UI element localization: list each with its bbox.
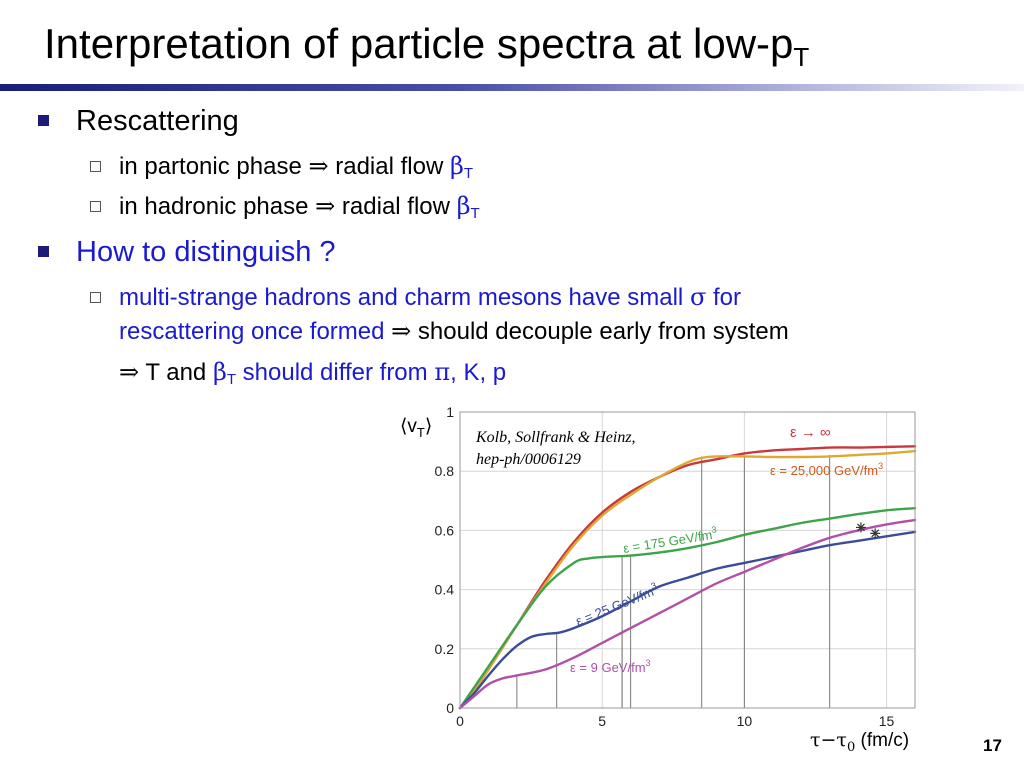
hollow-square-bullet-icon (90, 161, 101, 172)
subbullet-partonic: in partonic phase ⇒ radial flow βT (90, 150, 474, 183)
plot-ticks: 00.20.40.60.810 5 10 15 (435, 404, 895, 729)
subbullet-text: should decouple early from system (411, 318, 789, 345)
bullet-rescattering: Rescattering (38, 104, 239, 138)
bullet-text: How to distinguish ? (76, 236, 336, 268)
y-tick-label: 0 (446, 700, 454, 716)
beta-symbol: β (212, 358, 227, 386)
flow-velocity-plot: 0 0.2 0.4 0.6 0.8 1 0 5 10 15 ⟨vT⟩ τ−τ0 (fm/c) Ko… (386, 400, 922, 755)
bullet-how-to-distinguish: How to distinguish ? (38, 235, 336, 269)
x-axis-label: τ−τ0 (fm/c) (810, 729, 909, 752)
series-line (458, 507, 917, 710)
citation: Kolb, Sollfrank & Heinz, (475, 429, 636, 446)
beta-symbol: β (449, 152, 464, 180)
marker-stroke (857, 523, 865, 532)
label-e-25000: ε = 25,000 GeV/fm3 (770, 461, 883, 478)
subbullet-text: should differ from (236, 359, 435, 386)
implies-arrow: ⇒ (119, 358, 140, 386)
subbullet-text: in partonic phase (119, 153, 309, 180)
slide-title: Interpretation of particle spectra at lo… (44, 18, 809, 70)
y-axis-label: ⟨vT⟩ (400, 416, 432, 440)
sigma-symbol: σ (689, 283, 707, 311)
hollow-square-bullet-icon (90, 292, 101, 303)
plot-freezeout-lines (516, 454, 831, 708)
y-tick-label: 0.4 (435, 582, 455, 598)
slide-number: 17 (983, 736, 1002, 755)
label-e-9: ε = 9 GeV/fm3 (570, 658, 651, 675)
implies-arrow: ⇒ (308, 152, 329, 180)
square-bullet-icon (38, 115, 49, 126)
subbullet-text: for (706, 284, 742, 311)
implies-arrow: ⇒ (315, 192, 336, 220)
beta-symbol: β (456, 192, 471, 220)
subbullet-multistrange-line3: ⇒ T and βT should differ from π, K, p (119, 356, 506, 389)
citation-arxiv: hep-ph/0006129 (476, 451, 581, 468)
y-tick-label: 1 (446, 404, 454, 420)
subbullet-multistrange-line2: rescattering once formed ⇒ should decoup… (119, 315, 789, 348)
beta-subscript: T (463, 165, 474, 182)
subbullet-hadronic: in hadronic phase ⇒ radial flow βT (90, 190, 480, 223)
x-tick-label: 0 (456, 713, 464, 729)
hollow-square-bullet-icon (90, 201, 101, 212)
asterisk-marker (855, 522, 866, 533)
pi-symbol: π (434, 358, 451, 386)
title-divider (0, 84, 1024, 91)
subbullet-text: in hadronic phase (119, 193, 316, 220)
x-tick-label: 15 (879, 713, 895, 729)
subbullet-multistrange: multi-strange hadrons and charm mesons h… (90, 281, 742, 314)
x-tick-label: 5 (598, 713, 606, 729)
series-line (458, 530, 917, 710)
subbullet-text: T and (139, 359, 213, 386)
square-bullet-icon (38, 246, 49, 257)
beta-subscript: T (470, 205, 480, 222)
y-tick-label: 0.6 (435, 522, 455, 538)
subbullet-text: radial flow (335, 193, 457, 220)
series-line (458, 518, 917, 710)
implies-arrow: ⇒ (391, 317, 412, 345)
asterisk-marker (870, 528, 881, 539)
beta-subscript: T (226, 371, 236, 388)
plot-series (458, 445, 917, 710)
label-e-infinity: ε → ∞ (790, 424, 831, 441)
y-tick-label: 0.8 (435, 463, 455, 479)
marker-stroke (871, 529, 880, 538)
subbullet-text: rescattering once formed (119, 318, 392, 345)
slide-title-text: Interpretation of particle spectra at lo… (44, 20, 794, 67)
subbullet-text: radial flow (328, 153, 450, 180)
plot-svg: 00.20.40.60.810 5 10 15 ⟨vT⟩ τ−τ0 (fm/c) Ko… (400, 404, 917, 755)
slide-title-subscript: T (793, 42, 810, 72)
bullet-text: Rescattering (76, 105, 239, 137)
plot-markers (855, 522, 881, 539)
subbullet-text: , K, p (450, 359, 507, 386)
plot-frame (459, 411, 916, 709)
y-tick-label: 0.2 (435, 641, 455, 657)
subbullet-text: multi-strange hadrons and charm mesons h… (119, 284, 690, 311)
x-tick-label: 10 (737, 713, 753, 729)
